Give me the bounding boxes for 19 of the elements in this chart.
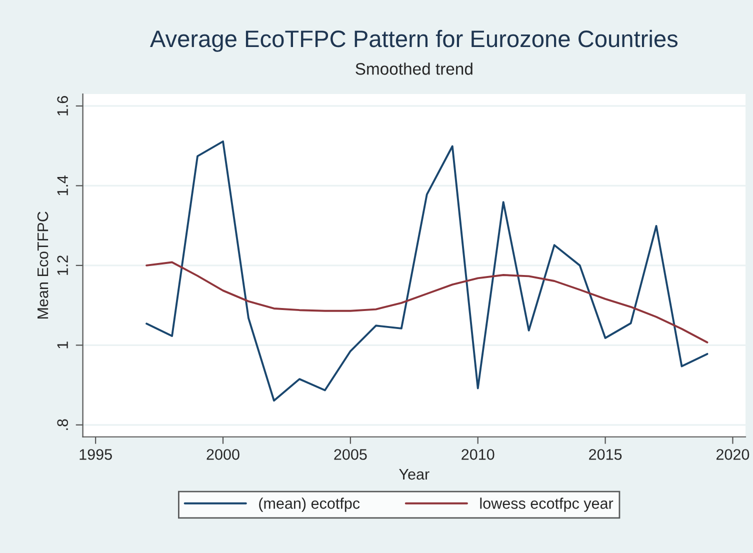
y-tick-label: .8 xyxy=(57,419,68,430)
x-tick-label: 2010 xyxy=(462,449,494,460)
x-axis-title: Year xyxy=(399,469,430,480)
y-tick-label: 1.6 xyxy=(57,96,68,116)
x-tick-label: 2015 xyxy=(589,449,622,460)
chart-title: Average EcoTFPC Pattern for Eurozone Countries xyxy=(150,30,678,52)
legend-label: (mean) ecotfpc xyxy=(259,498,360,512)
x-tick-label: 2005 xyxy=(334,449,367,460)
y-tick-label: 1 xyxy=(57,342,68,348)
x-tick-label: 2020 xyxy=(716,449,750,460)
line-series xyxy=(146,261,708,344)
y-tick-label: 1.2 xyxy=(57,256,68,275)
y-tick-label: 1.4 xyxy=(57,176,68,196)
legend-label: lowess ecotfpc year xyxy=(480,498,614,512)
line-series xyxy=(146,140,708,402)
x-tick-label: 2000 xyxy=(206,449,240,460)
x-tick-label: 1995 xyxy=(80,449,112,460)
chart-subtitle: Smoothed trend xyxy=(356,62,472,75)
y-axis-title: Mean EcoTFPC xyxy=(37,212,48,319)
